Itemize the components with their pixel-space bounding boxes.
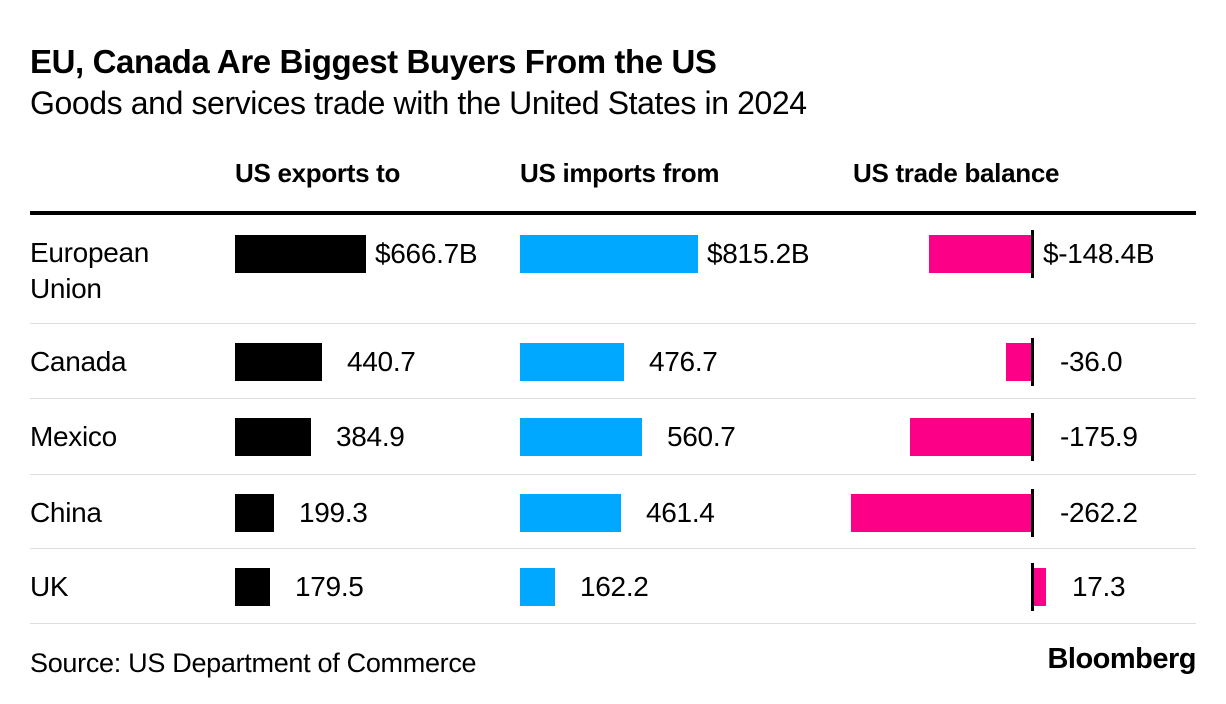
balance-value-uk: 17.3 bbox=[1072, 571, 1126, 602]
imports-bar-european-union bbox=[520, 235, 698, 273]
table-row-china: China 199.3 461.4 -262.2 bbox=[0, 474, 1226, 548]
imports-value-china: 461.4 bbox=[646, 497, 715, 528]
column-header-exports: US exports to bbox=[235, 158, 401, 188]
row-separator bbox=[30, 323, 1196, 324]
imports-value-european-union: $815.2B bbox=[707, 238, 810, 269]
imports-bar-uk bbox=[520, 568, 555, 606]
source-text: Source: US Department of Commerce bbox=[30, 648, 477, 678]
balance-bar-uk bbox=[1034, 568, 1046, 606]
row-label-european-union: European Union bbox=[30, 237, 150, 304]
row-label-china: China bbox=[30, 497, 102, 528]
exports-bar-china bbox=[235, 494, 274, 532]
chart-subtitle: Goods and services trade with the United… bbox=[30, 85, 807, 121]
exports-bar-canada bbox=[235, 343, 322, 381]
table-row-canada: Canada 440.7 476.7 -36.0 bbox=[0, 323, 1226, 398]
row-label-canada: Canada bbox=[30, 346, 127, 377]
balance-value-canada: -36.0 bbox=[1060, 346, 1123, 377]
balance-value-european-union: $-148.4B bbox=[1043, 238, 1155, 269]
imports-value-uk: 162.2 bbox=[580, 571, 649, 602]
table-row-european-union: European Union $666.7B $815.2B $-148.4B bbox=[0, 215, 1226, 323]
imports-bar-mexico bbox=[520, 418, 642, 456]
imports-bar-canada bbox=[520, 343, 624, 381]
bloomberg-logo: Bloomberg bbox=[1047, 643, 1196, 675]
exports-bar-mexico bbox=[235, 418, 311, 456]
zero-axis-line bbox=[1031, 230, 1034, 278]
exports-bar-european-union bbox=[235, 235, 366, 273]
header-rule bbox=[30, 211, 1196, 215]
zero-axis-line bbox=[1031, 489, 1034, 537]
zero-axis-line bbox=[1031, 338, 1034, 386]
row-label-mexico: Mexico bbox=[30, 421, 117, 452]
imports-value-mexico: 560.7 bbox=[667, 421, 736, 452]
column-header-imports: US imports from bbox=[520, 158, 720, 188]
exports-value-china: 199.3 bbox=[299, 497, 368, 528]
balance-value-mexico: -175.9 bbox=[1060, 421, 1138, 452]
balance-bar-european-union bbox=[929, 235, 1031, 273]
exports-value-canada: 440.7 bbox=[347, 346, 416, 377]
balance-bar-mexico bbox=[910, 418, 1031, 456]
table-row-mexico: Mexico 384.9 560.7 -175.9 bbox=[0, 398, 1226, 474]
row-separator bbox=[30, 548, 1196, 549]
exports-value-mexico: 384.9 bbox=[336, 421, 405, 452]
zero-axis-line bbox=[1031, 413, 1034, 461]
chart-title: EU, Canada Are Biggest Buyers From the U… bbox=[30, 43, 717, 80]
row-separator bbox=[30, 398, 1196, 399]
exports-bar-uk bbox=[235, 568, 270, 606]
table-row-uk: UK 179.5 162.2 17.3 bbox=[0, 548, 1226, 623]
imports-value-canada: 476.7 bbox=[649, 346, 718, 377]
column-header-balance: US trade balance bbox=[853, 158, 1060, 188]
imports-bar-china bbox=[520, 494, 621, 532]
row-separator bbox=[30, 474, 1196, 475]
row-label-uk: UK bbox=[30, 571, 69, 602]
exports-value-european-union: $666.7B bbox=[375, 238, 478, 269]
zero-axis-line bbox=[1031, 563, 1034, 611]
balance-value-china: -262.2 bbox=[1060, 497, 1138, 528]
row-separator bbox=[30, 623, 1196, 624]
exports-value-uk: 179.5 bbox=[295, 571, 364, 602]
balance-bar-china bbox=[851, 494, 1031, 532]
balance-bar-canada bbox=[1006, 343, 1031, 381]
